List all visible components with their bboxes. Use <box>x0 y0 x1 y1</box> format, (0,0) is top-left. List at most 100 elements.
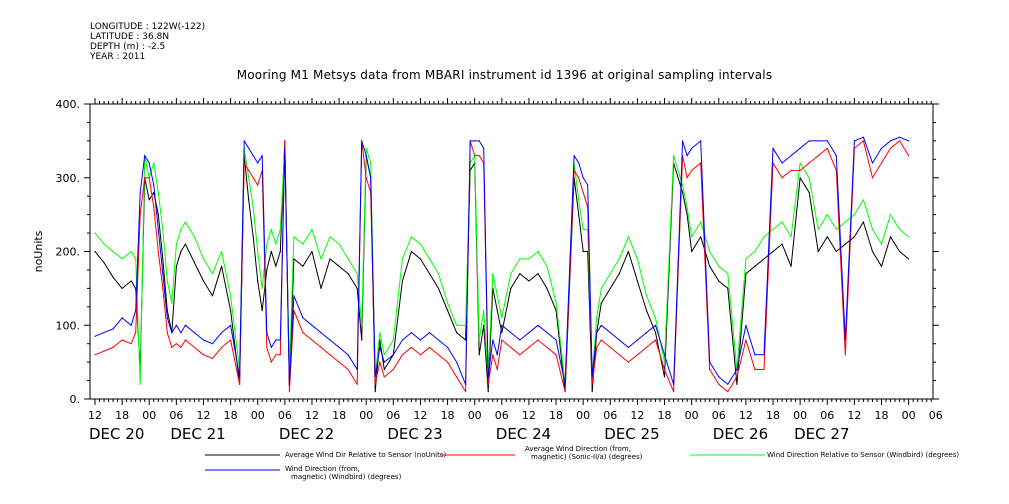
y-tick-label: 300. <box>56 172 81 185</box>
data-point <box>239 376 241 378</box>
data-point <box>103 332 105 334</box>
data-point <box>248 169 250 171</box>
data-point <box>745 324 747 326</box>
data-point <box>465 383 467 385</box>
data-point <box>799 177 801 179</box>
data-point <box>736 376 738 378</box>
data-point <box>880 243 883 245</box>
data-point <box>483 324 485 326</box>
series-line-2 <box>94 147 909 385</box>
data-point <box>817 250 819 253</box>
data-point <box>691 250 693 253</box>
chart-title: Mooring M1 Metsys data from MBARI instru… <box>236 68 773 82</box>
data-point <box>338 346 340 348</box>
data-point <box>880 162 883 164</box>
data-point <box>410 332 412 334</box>
x-day-label: DEC 21 <box>170 425 225 443</box>
data-point <box>248 147 250 149</box>
data-point <box>302 332 304 334</box>
data-point <box>487 383 489 385</box>
data-point <box>727 273 729 275</box>
data-point <box>799 169 801 171</box>
data-point <box>211 357 214 359</box>
data-point <box>474 140 476 142</box>
data-point <box>252 206 254 208</box>
data-point <box>673 383 675 385</box>
data-point <box>483 309 485 312</box>
data-point <box>663 354 666 356</box>
data-point <box>162 228 164 230</box>
data-point <box>392 354 394 356</box>
data-point <box>374 376 376 378</box>
data-point <box>248 199 250 201</box>
data-point <box>166 317 168 319</box>
data-point <box>645 309 648 312</box>
data-point <box>347 273 349 275</box>
data-point <box>193 262 195 264</box>
data-point <box>193 236 195 238</box>
data-point <box>727 287 729 289</box>
data-point <box>636 354 639 356</box>
data-point <box>121 339 123 341</box>
x-day-label: DEC 20 <box>89 425 144 443</box>
data-point <box>781 221 783 223</box>
legend-label-line2: magnetic) (Windbird) (degrees) <box>291 473 402 481</box>
data-point <box>266 243 268 245</box>
data-point <box>844 221 846 223</box>
data-point <box>157 214 159 216</box>
data-point <box>320 346 322 348</box>
y-tick-label: 200. <box>56 246 81 259</box>
data-point <box>817 155 819 157</box>
data-point <box>275 265 277 267</box>
x-day-label: DEC 24 <box>496 425 551 443</box>
data-point <box>501 332 503 334</box>
x-hour-label: 18 <box>332 409 346 422</box>
data-point <box>157 250 159 253</box>
data-point <box>808 162 810 164</box>
x-hour-label: 18 <box>766 409 780 422</box>
data-point <box>437 339 440 341</box>
data-point <box>103 350 105 352</box>
data-point <box>465 391 467 393</box>
data-point <box>745 339 747 341</box>
data-point <box>365 155 367 157</box>
data-point <box>763 236 765 238</box>
data-point <box>618 258 620 260</box>
data-point <box>700 140 702 142</box>
data-point <box>826 214 828 216</box>
data-point <box>437 273 440 275</box>
x-hour-label: 00 <box>359 409 373 422</box>
data-point <box>871 250 874 253</box>
x-hour-label: 18 <box>224 409 238 422</box>
data-point <box>519 339 521 341</box>
data-point <box>401 339 403 341</box>
data-point <box>144 177 146 179</box>
data-point <box>270 361 272 363</box>
data-point <box>419 243 421 245</box>
data-point <box>636 258 639 260</box>
data-point <box>754 265 756 267</box>
longitude-label: LONGITUDE : 122W(-122) <box>90 22 206 32</box>
x-hour-label: 06 <box>929 409 943 422</box>
data-point <box>356 368 358 371</box>
legend-label: Average Wind Dir Relative to Sensor (noU… <box>285 451 446 459</box>
data-point <box>248 177 250 179</box>
data-point <box>478 155 480 157</box>
data-point <box>361 140 363 142</box>
x-hour-label: 12 <box>522 409 536 422</box>
x-hour-label: 06 <box>495 409 509 422</box>
data-point <box>266 332 268 334</box>
data-point <box>654 324 657 326</box>
data-point <box>370 162 372 164</box>
data-point <box>582 228 584 230</box>
data-point <box>275 339 277 341</box>
data-point <box>135 258 137 260</box>
data-point <box>627 250 630 253</box>
data-point <box>808 177 810 179</box>
data-point <box>871 177 874 179</box>
data-point <box>582 191 584 194</box>
data-point <box>691 236 693 238</box>
data-point <box>496 368 498 371</box>
data-point <box>437 354 440 356</box>
data-point <box>456 332 458 334</box>
